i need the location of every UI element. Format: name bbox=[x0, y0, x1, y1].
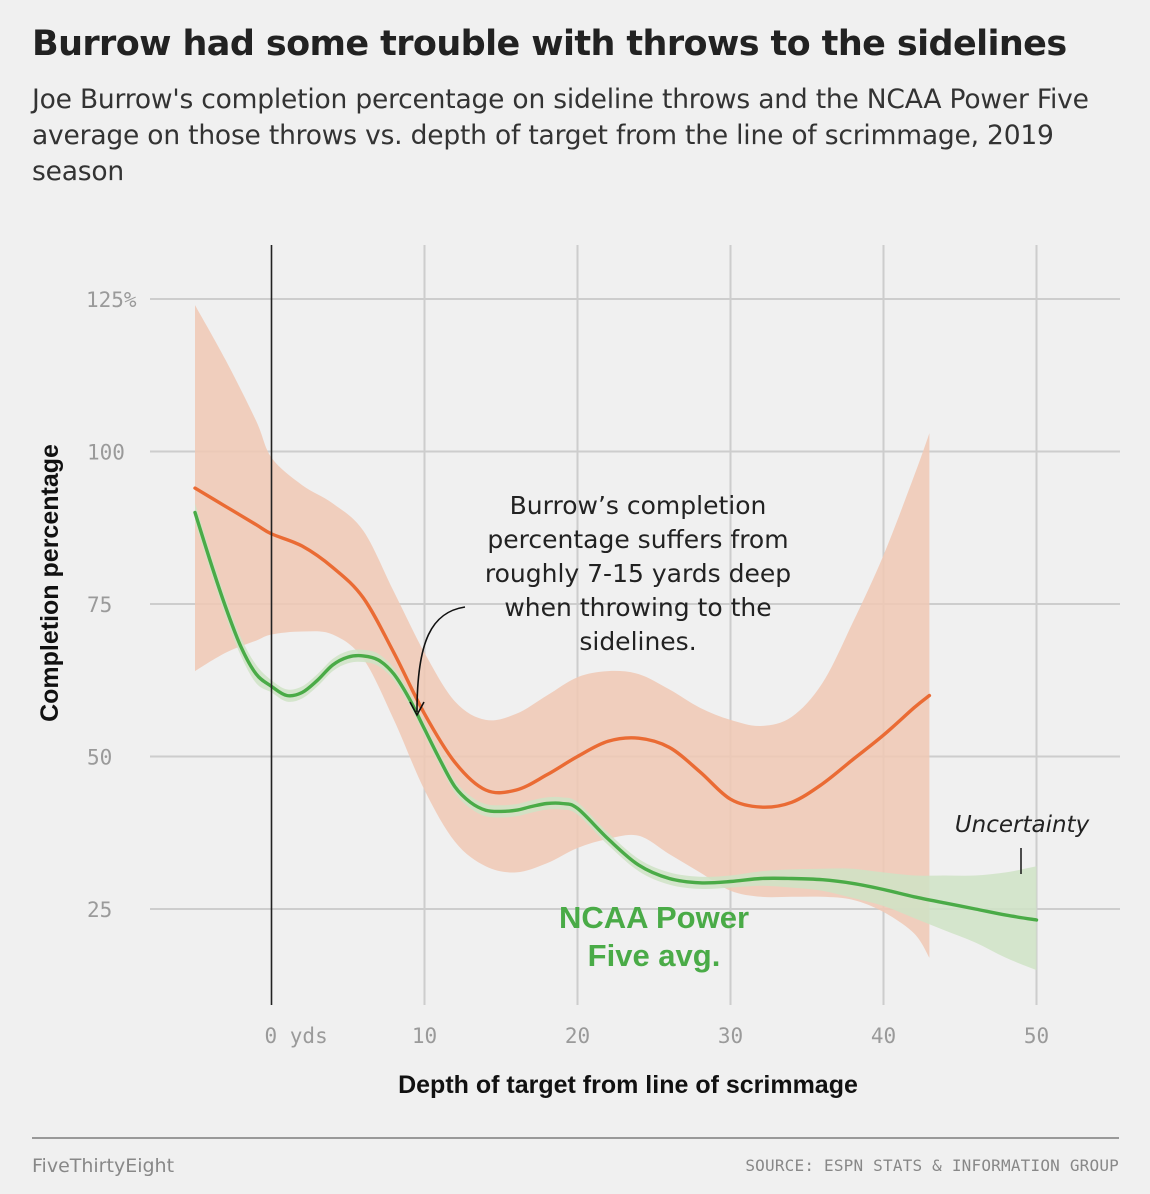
series-lines bbox=[193, 486, 1039, 922]
annotation-line: roughly 7-15 yards deep bbox=[485, 559, 791, 588]
y-axis-ticks: 25 50 75 100 125% bbox=[86, 288, 137, 922]
x-tick-label: 30 bbox=[718, 1024, 743, 1048]
x-tick-label: 50 bbox=[1024, 1024, 1049, 1048]
power_five-line bbox=[193, 510, 1039, 922]
y-tick-label: 25 bbox=[87, 898, 112, 922]
annotation-line: NCAA Power bbox=[559, 900, 749, 935]
x-axis-ticks: 0 yds 10 20 30 40 50 bbox=[265, 1024, 1050, 1048]
annotation-line: when throwing to the bbox=[504, 593, 771, 622]
annotation-arrowhead bbox=[409, 701, 425, 717]
x-tick-label: 10 bbox=[412, 1024, 437, 1048]
annotation-arrow bbox=[416, 606, 466, 713]
x-tick-label: 40 bbox=[871, 1024, 896, 1048]
burrow-annotation-text: Burrow’s completion percentage suffers fr… bbox=[485, 491, 791, 656]
y-tick-label: 75 bbox=[87, 593, 112, 617]
y-axis-label: Completion percentage bbox=[36, 444, 64, 722]
annotation-line: Burrow’s completion bbox=[510, 491, 767, 520]
uncertainty-label: Uncertainty bbox=[955, 812, 1090, 838]
burrow-annotation: Burrow’s completion percentage suffers fr… bbox=[409, 491, 791, 717]
chart-area: 25 50 75 100 125% 0 yds 10 20 30 40 50 Completion… bbox=[36, 245, 1120, 1099]
x-tick-label: 20 bbox=[565, 1024, 590, 1048]
brand-logo-text: FiveThirtyEight bbox=[32, 1155, 175, 1177]
chart-title: Burrow had some trouble with throws to t… bbox=[32, 24, 1067, 64]
annotation-line: Five avg. bbox=[588, 938, 721, 973]
footer-divider bbox=[32, 1137, 1119, 1139]
annotation-line: percentage suffers from bbox=[487, 525, 788, 554]
source-note: SOURCE: ESPN STATS & INFORMATION GROUP bbox=[745, 1156, 1119, 1175]
burrow-uncertainty-band bbox=[195, 305, 930, 958]
chart-subtitle: Joe Burrow's completion percentage on si… bbox=[32, 84, 1089, 187]
x-tick-label: 0 yds bbox=[265, 1024, 328, 1048]
x-axis-label: Depth of target from line of scrimmage bbox=[398, 1071, 858, 1099]
y-tick-label: 50 bbox=[87, 746, 112, 770]
uncertainty-bands bbox=[195, 305, 1037, 970]
power-five-series-label: NCAA Power Five avg. bbox=[559, 900, 749, 973]
annotation-line: sidelines. bbox=[579, 627, 696, 656]
y-tick-label: 125% bbox=[86, 288, 137, 312]
y-tick-label: 100 bbox=[87, 441, 125, 465]
power_five-uncertainty-band bbox=[195, 503, 1037, 970]
burrow-line bbox=[193, 486, 932, 809]
